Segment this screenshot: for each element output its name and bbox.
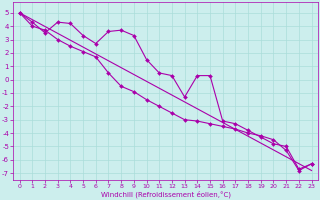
X-axis label: Windchill (Refroidissement éolien,°C): Windchill (Refroidissement éolien,°C) [100,190,231,198]
